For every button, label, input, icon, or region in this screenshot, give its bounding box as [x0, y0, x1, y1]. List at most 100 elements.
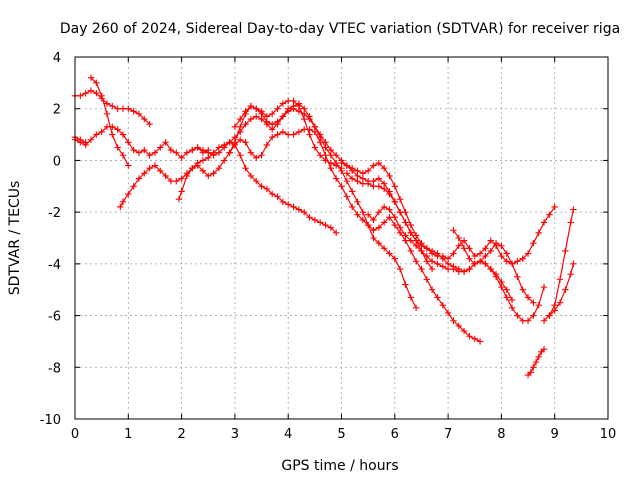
data-point: [391, 221, 398, 229]
data-point: [455, 242, 462, 249]
data-point: [178, 175, 185, 182]
data-point: [253, 105, 260, 112]
data-point: [247, 149, 255, 156]
data-point: [354, 211, 361, 218]
data-point: [263, 118, 271, 125]
series-arc-m: [450, 227, 537, 306]
y-tick-label: -4: [48, 258, 61, 273]
data-point: [285, 201, 292, 208]
data-point: [226, 139, 233, 146]
data-point: [258, 110, 265, 118]
data-point: [119, 131, 127, 138]
data-point: [567, 219, 574, 226]
data-point: [141, 146, 148, 154]
data-point: [402, 281, 409, 288]
data-point: [343, 170, 351, 177]
series-line: [452, 229, 534, 304]
x-tick-label: 9: [551, 427, 559, 442]
data-point: [322, 152, 329, 159]
data-point: [562, 247, 569, 255]
data-point: [343, 177, 351, 185]
data-point: [348, 175, 356, 182]
data-point: [439, 252, 446, 260]
data-point: [460, 237, 468, 244]
data-point: [455, 322, 462, 330]
data-point: [146, 164, 153, 172]
data-point: [173, 149, 180, 156]
data-point: [125, 162, 132, 169]
data-point: [173, 177, 180, 185]
data-point: [274, 193, 281, 200]
data-point: [189, 146, 196, 154]
data-point: [407, 221, 414, 229]
data-point: [508, 260, 516, 268]
data-point: [253, 154, 260, 162]
series-arc-b: [87, 74, 132, 169]
data-point: [253, 113, 260, 120]
data-point: [146, 121, 153, 128]
data-point: [466, 255, 473, 262]
data-point: [130, 108, 137, 115]
data-point: [290, 105, 297, 112]
data-point: [194, 162, 201, 169]
data-point: [503, 250, 510, 257]
data-point: [327, 146, 335, 154]
data-point: [380, 185, 388, 193]
data-point: [391, 255, 398, 262]
data-point: [527, 369, 534, 376]
data-point: [471, 335, 478, 343]
series-group: [71, 74, 577, 379]
data-point: [487, 247, 494, 255]
data-point: [450, 317, 457, 324]
data-point: [247, 172, 255, 180]
data-point: [82, 139, 89, 146]
data-point: [364, 211, 372, 218]
data-point: [269, 110, 276, 118]
data-point: [215, 149, 223, 156]
data-point: [338, 167, 345, 174]
data-point: [274, 105, 281, 112]
data-point: [231, 133, 239, 141]
data-point: [332, 152, 340, 159]
data-point: [98, 128, 105, 136]
data-point: [114, 144, 121, 151]
data-point: [141, 170, 148, 177]
data-point: [199, 146, 207, 154]
data-point: [428, 265, 436, 273]
data-point: [375, 208, 383, 216]
data-point: [551, 307, 558, 314]
data-point: [476, 250, 484, 257]
data-point: [242, 121, 249, 128]
data-point: [402, 232, 409, 239]
data-point: [423, 276, 430, 283]
y-axis-title: SDTVAR / TECUs: [7, 181, 23, 296]
data-point: [338, 159, 345, 167]
data-point: [93, 79, 100, 87]
data-point: [535, 353, 542, 361]
data-point: [466, 333, 473, 340]
data-point: [157, 144, 164, 151]
data-point: [151, 149, 159, 156]
data-point: [103, 110, 111, 118]
data-point: [295, 206, 303, 213]
data-point: [183, 149, 191, 156]
data-point: [514, 258, 521, 265]
data-point: [460, 268, 468, 275]
data-point: [359, 216, 367, 224]
data-point: [530, 299, 537, 306]
data-point: [524, 317, 532, 324]
data-point: [215, 164, 223, 172]
data-point: [391, 214, 398, 221]
data-point: [311, 123, 319, 131]
data-point: [503, 294, 510, 301]
data-point: [221, 144, 228, 151]
data-point: [125, 139, 132, 146]
data-point: [471, 252, 478, 260]
x-tick-label: 7: [444, 427, 452, 442]
data-point: [316, 219, 324, 226]
data-point: [498, 278, 505, 286]
data-point: [524, 294, 532, 301]
data-point: [492, 239, 500, 247]
data-point: [279, 100, 287, 107]
